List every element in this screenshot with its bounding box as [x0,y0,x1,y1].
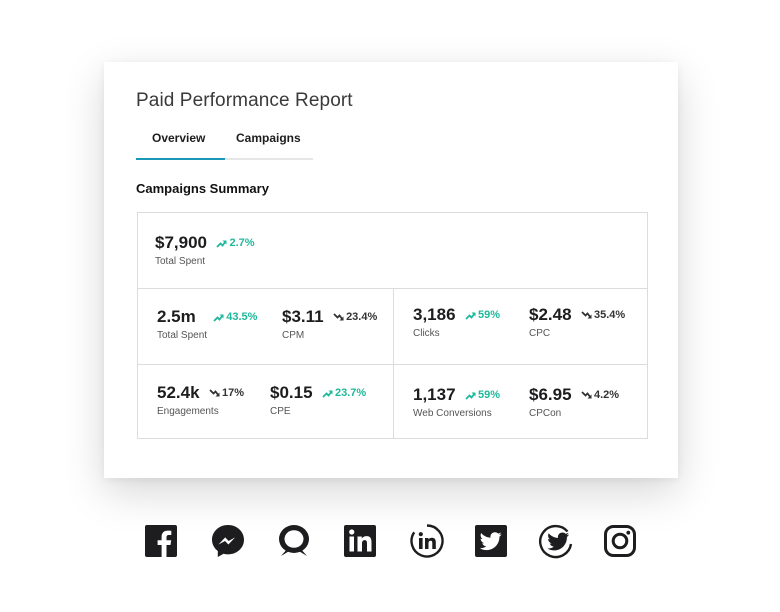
trend-up-icon [322,390,333,398]
metric-total-spent: 2.5m 43.5% Total Spent [157,307,257,341]
metric-value: 2.5m [157,307,196,326]
metric-change-text: 59% [478,309,501,321]
metric-value: $0.15 [270,383,313,402]
facebook-icon[interactable] [143,523,179,559]
metric-value: 1,137 [413,385,456,404]
social-icons-bar [0,523,780,563]
metric-change: 35.4% [581,309,625,321]
chat-bubble-icon[interactable] [276,523,312,559]
metric-change: 23.4% [333,311,377,323]
metric-label: CPC [529,328,551,339]
metric-label: Total Spent [157,330,208,341]
metric-value: $3.11 [282,307,324,326]
twitter-icon[interactable] [473,523,509,559]
metric-label: Clicks [413,328,440,339]
metric-total-spent-top: $7,900 2.7% Total Spent [155,233,255,267]
metric-cpm: $3.11 23.4% CPM [282,307,377,341]
metric-change: 23.7% [322,387,366,399]
metric-value: $7,900 [155,233,207,252]
page-title: Paid Performance Report [136,90,353,111]
metric-change-text: 23.7% [335,387,367,399]
metric-clicks: 3,186 59% Clicks [413,305,500,339]
metrics-row: 2.5m 43.5% Total Spent $3.11 23.4% CPM 3… [138,289,647,365]
messenger-icon[interactable] [210,523,246,559]
metric-change: 43.5% [213,311,257,323]
metric-change-text: 59% [478,389,501,401]
metric-change-text: 35.4% [594,309,626,321]
metric-label: CPE [270,406,291,417]
metrics-row: 52.4k 17% Engagements $0.15 23.7% CPE 1,… [138,365,647,438]
tab-bar: Overview Campaigns [136,130,313,160]
trend-up-icon [213,314,224,322]
trend-down-icon [333,312,344,321]
metric-cpc: $2.48 35.4% CPC [529,305,625,339]
trend-up-icon [465,312,476,320]
metric-change: 59% [465,309,500,321]
column-divider [393,289,394,438]
campaigns-summary-grid: $7,900 2.7% Total Spent 2.5m 43.5% Total… [137,212,648,439]
metric-change-text: 23.4% [346,311,378,323]
trend-down-icon [581,390,592,399]
metric-label: Web Conversions [413,408,492,419]
report-card: Paid Performance Report Overview Campaig… [104,62,678,478]
metric-cpe: $0.15 23.7% CPE [270,383,366,417]
metric-change: 2.7% [216,237,255,249]
summary-row: $7,900 2.7% Total Spent [138,213,647,289]
trend-down-icon [209,388,220,397]
metric-value: $2.48 [529,305,572,324]
tab-overview[interactable]: Overview [152,131,206,145]
metric-change: 17% [209,387,244,399]
active-tab-indicator [136,158,225,160]
metric-cpcon: $6.95 4.2% CPCon [529,385,619,419]
metric-change: 4.2% [581,389,619,401]
twitter-circle-icon[interactable] [538,523,574,559]
metric-web-conversions: 1,137 59% Web Conversions [413,385,500,419]
tab-campaigns[interactable]: Campaigns [236,131,301,145]
trend-up-icon [216,240,228,248]
metric-label: Engagements [157,406,219,417]
metric-value: $6.95 [529,385,572,404]
metric-engagements: 52.4k 17% Engagements [157,383,244,417]
trend-down-icon [581,310,592,319]
metric-change-text: 43.5% [226,311,258,323]
metric-change: 59% [465,389,500,401]
linkedin-circle-icon[interactable] [409,523,445,559]
metric-value: 52.4k [157,383,200,402]
metric-label: CPM [282,330,305,341]
instagram-icon[interactable] [602,523,638,559]
metric-change-text: 17% [222,387,245,399]
metric-change-text: 4.2% [594,389,620,401]
trend-up-icon [465,392,476,400]
linkedin-icon[interactable] [342,523,378,559]
metric-label: CPCon [529,408,562,419]
section-title: Campaigns Summary [136,181,269,196]
metric-value: 3,186 [413,305,456,324]
metric-label: Total Spent [155,256,206,267]
metric-change-text: 2.7% [229,237,255,249]
